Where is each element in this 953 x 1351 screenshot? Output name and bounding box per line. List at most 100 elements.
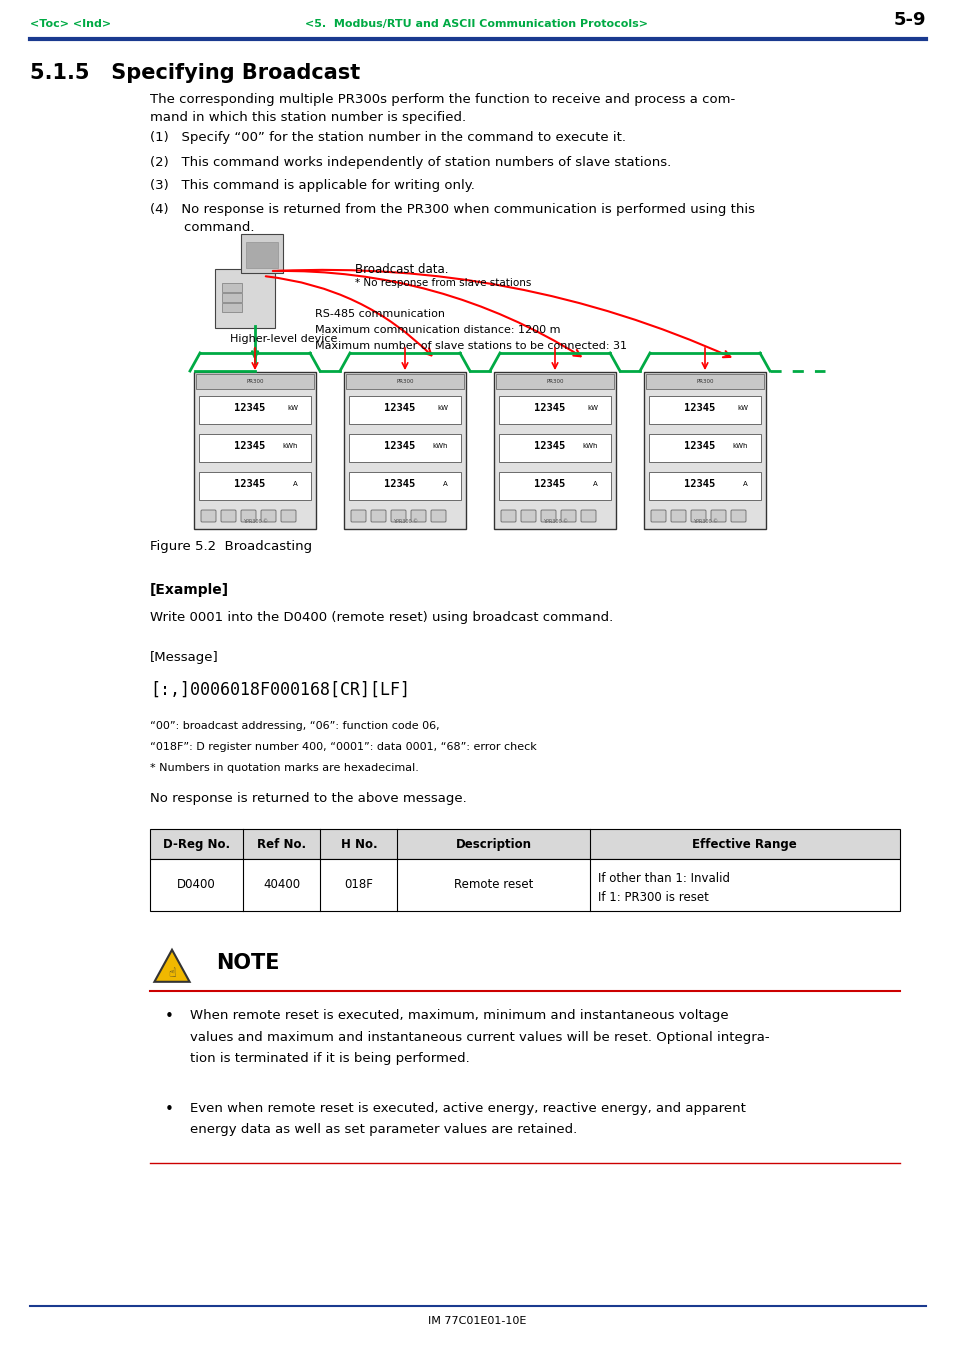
Text: kWh: kWh xyxy=(282,443,297,449)
FancyBboxPatch shape xyxy=(648,434,760,462)
FancyBboxPatch shape xyxy=(710,509,725,521)
Text: A: A xyxy=(593,481,598,486)
Text: 12345: 12345 xyxy=(534,440,565,451)
Text: 5.1.5   Specifying Broadcast: 5.1.5 Specifying Broadcast xyxy=(30,63,360,82)
FancyBboxPatch shape xyxy=(222,293,242,303)
Text: If other than 1: Invalid: If other than 1: Invalid xyxy=(597,871,729,885)
FancyBboxPatch shape xyxy=(650,509,665,521)
FancyBboxPatch shape xyxy=(391,509,406,521)
Text: “018F”: D register number 400, “0001”: data 0001, “68”: error check: “018F”: D register number 400, “0001”: d… xyxy=(150,742,537,753)
Text: Description: Description xyxy=(455,838,531,851)
Text: H No.: H No. xyxy=(340,838,376,851)
FancyBboxPatch shape xyxy=(199,471,311,500)
Text: <Toc> <Ind>: <Toc> <Ind> xyxy=(30,19,111,28)
Text: The corresponding multiple PR300s perform the function to receive and process a : The corresponding multiple PR300s perfor… xyxy=(150,93,735,124)
FancyBboxPatch shape xyxy=(351,509,366,521)
Text: •: • xyxy=(165,1009,173,1024)
Text: * No response from slave stations: * No response from slave stations xyxy=(355,278,531,288)
FancyBboxPatch shape xyxy=(648,471,760,500)
FancyBboxPatch shape xyxy=(221,509,235,521)
FancyBboxPatch shape xyxy=(496,374,614,389)
FancyBboxPatch shape xyxy=(494,372,616,530)
FancyBboxPatch shape xyxy=(281,509,295,521)
Text: 40400: 40400 xyxy=(263,878,300,892)
Text: 12345: 12345 xyxy=(234,440,265,451)
FancyBboxPatch shape xyxy=(540,509,556,521)
FancyBboxPatch shape xyxy=(150,859,899,911)
Text: kWh: kWh xyxy=(582,443,598,449)
FancyBboxPatch shape xyxy=(344,372,465,530)
Text: kWh: kWh xyxy=(732,443,747,449)
Text: No response is returned to the above message.: No response is returned to the above mes… xyxy=(150,792,466,805)
FancyBboxPatch shape xyxy=(520,509,536,521)
Text: 12345: 12345 xyxy=(384,480,416,489)
Text: Maximum number of slave stations to be connected: 31: Maximum number of slave stations to be c… xyxy=(314,340,626,351)
FancyBboxPatch shape xyxy=(241,509,255,521)
Text: Higher-level device: Higher-level device xyxy=(230,334,337,345)
Text: “00”: broadcast addressing, “06”: function code 06,: “00”: broadcast addressing, “06”: functi… xyxy=(150,721,439,731)
FancyBboxPatch shape xyxy=(690,509,705,521)
FancyBboxPatch shape xyxy=(222,282,242,292)
FancyBboxPatch shape xyxy=(730,509,745,521)
Text: Write 0001 into the D0400 (remote reset) using broadcast command.: Write 0001 into the D0400 (remote reset)… xyxy=(150,611,613,624)
Text: Figure 5.2  Broadcasting: Figure 5.2 Broadcasting xyxy=(150,540,312,553)
FancyBboxPatch shape xyxy=(560,509,576,521)
Text: Maximum communication distance: 1200 m: Maximum communication distance: 1200 m xyxy=(314,326,560,335)
Text: When remote reset is executed, maximum, minimum and instantaneous voltage: When remote reset is executed, maximum, … xyxy=(190,1009,728,1021)
Text: (1)   Specify “00” for the station number in the command to execute it.: (1) Specify “00” for the station number … xyxy=(150,131,625,145)
FancyBboxPatch shape xyxy=(670,509,685,521)
FancyBboxPatch shape xyxy=(201,509,215,521)
Text: IM 77C01E01-10E: IM 77C01E01-10E xyxy=(427,1316,526,1325)
Text: 018F: 018F xyxy=(344,878,373,892)
FancyBboxPatch shape xyxy=(261,509,275,521)
Text: kW: kW xyxy=(737,405,747,411)
Text: PR300: PR300 xyxy=(546,380,563,384)
FancyBboxPatch shape xyxy=(643,372,765,530)
FancyBboxPatch shape xyxy=(349,471,460,500)
Text: YPR300 ©: YPR300 © xyxy=(242,519,267,524)
Text: 12345: 12345 xyxy=(683,403,715,413)
Text: (2)   This command works independently of station numbers of slave stations.: (2) This command works independently of … xyxy=(150,155,671,169)
FancyBboxPatch shape xyxy=(150,830,899,859)
Text: YPR300 ©: YPR300 © xyxy=(542,519,567,524)
Text: 12345: 12345 xyxy=(534,403,565,413)
Text: [Example]: [Example] xyxy=(150,584,229,597)
Text: YPR300 ©: YPR300 © xyxy=(692,519,717,524)
FancyBboxPatch shape xyxy=(498,396,610,424)
Text: kW: kW xyxy=(287,405,297,411)
FancyBboxPatch shape xyxy=(371,509,386,521)
FancyBboxPatch shape xyxy=(349,396,460,424)
Text: PR300: PR300 xyxy=(696,380,713,384)
FancyBboxPatch shape xyxy=(195,374,314,389)
Text: •: • xyxy=(165,1101,173,1116)
Text: kW: kW xyxy=(586,405,598,411)
FancyBboxPatch shape xyxy=(246,242,277,267)
FancyBboxPatch shape xyxy=(349,434,460,462)
Text: [:,]0006018F000168[CR][LF]: [:,]0006018F000168[CR][LF] xyxy=(150,681,410,698)
Text: PR300: PR300 xyxy=(246,380,263,384)
Text: YPR300 ©: YPR300 © xyxy=(392,519,417,524)
Text: Ref No.: Ref No. xyxy=(256,838,306,851)
Text: 12345: 12345 xyxy=(534,480,565,489)
Text: (4)   No response is returned from the PR300 when communication is performed usi: (4) No response is returned from the PR3… xyxy=(150,203,754,234)
FancyBboxPatch shape xyxy=(645,374,763,389)
Text: kW: kW xyxy=(436,405,448,411)
FancyBboxPatch shape xyxy=(222,303,242,312)
FancyBboxPatch shape xyxy=(199,434,311,462)
FancyBboxPatch shape xyxy=(500,509,516,521)
Text: If 1: PR300 is reset: If 1: PR300 is reset xyxy=(597,892,708,904)
Text: A: A xyxy=(742,481,747,486)
Text: PR300: PR300 xyxy=(395,380,414,384)
Text: 12345: 12345 xyxy=(234,403,265,413)
FancyBboxPatch shape xyxy=(346,374,463,389)
FancyBboxPatch shape xyxy=(498,471,610,500)
Text: * Numbers in quotation marks are hexadecimal.: * Numbers in quotation marks are hexadec… xyxy=(150,763,418,773)
FancyBboxPatch shape xyxy=(431,509,446,521)
Text: kWh: kWh xyxy=(432,443,448,449)
FancyBboxPatch shape xyxy=(193,372,315,530)
Text: values and maximum and instantaneous current values will be reset. Optional inte: values and maximum and instantaneous cur… xyxy=(190,1031,769,1043)
FancyBboxPatch shape xyxy=(498,434,610,462)
Text: NOTE: NOTE xyxy=(215,952,279,973)
FancyArrowPatch shape xyxy=(273,272,580,357)
Text: (3)   This command is applicable for writing only.: (3) This command is applicable for writi… xyxy=(150,178,475,192)
